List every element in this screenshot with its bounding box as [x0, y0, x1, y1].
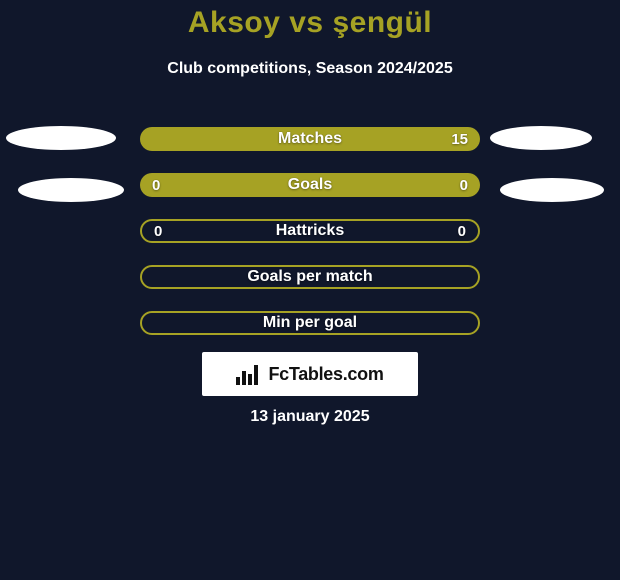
stat-label: Matches — [140, 130, 480, 148]
page-title: Aksoy vs şengül — [0, 6, 620, 40]
site-watermark: FcTables.com — [202, 352, 418, 396]
stat-row: Goals per match — [140, 265, 480, 289]
bars-icon — [236, 363, 262, 385]
stat-row: Matches15 — [140, 127, 480, 151]
vs-text: vs — [280, 6, 332, 39]
player1-badge-top — [6, 126, 116, 150]
stat-label: Min per goal — [142, 314, 478, 332]
player1-badge-bot — [18, 178, 124, 202]
stat-value-right: 15 — [451, 131, 468, 148]
stat-value-left: 0 — [152, 177, 160, 194]
stat-label: Goals — [140, 176, 480, 194]
stat-row: Hattricks0 0 — [140, 219, 480, 243]
stat-row: Goals0 0 — [140, 173, 480, 197]
stat-value-right: 0 — [460, 177, 468, 194]
stat-value-left: 0 — [154, 223, 162, 240]
player2-badge-top — [490, 126, 592, 150]
competition-subtitle: Club competitions, Season 2024/2025 — [0, 60, 620, 78]
stat-label: Hattricks — [142, 222, 478, 240]
player2-badge-bot — [500, 178, 604, 202]
stat-value-right: 0 — [458, 223, 466, 240]
player1-name: Aksoy — [188, 6, 281, 39]
player2-name: şengül — [332, 6, 432, 39]
watermark-text: FcTables.com — [268, 364, 383, 385]
stat-row: Min per goal — [140, 311, 480, 335]
snapshot-date: 13 january 2025 — [0, 408, 620, 426]
stat-label: Goals per match — [142, 268, 478, 286]
